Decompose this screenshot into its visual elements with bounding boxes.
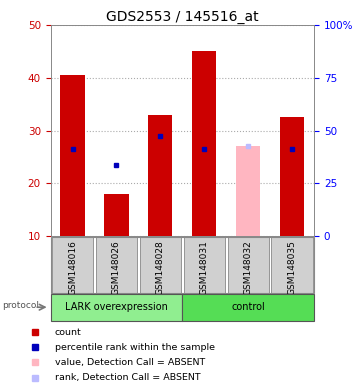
Bar bbox=[192, 51, 216, 236]
Text: protocol: protocol bbox=[3, 301, 39, 310]
Bar bbox=[280, 118, 304, 236]
Text: GSM148035: GSM148035 bbox=[288, 240, 297, 295]
Text: GSM148026: GSM148026 bbox=[112, 240, 121, 295]
Bar bbox=[182, 294, 314, 321]
Text: control: control bbox=[231, 302, 265, 312]
Bar bbox=[148, 115, 173, 236]
Text: percentile rank within the sample: percentile rank within the sample bbox=[55, 343, 215, 352]
Text: rank, Detection Call = ABSENT: rank, Detection Call = ABSENT bbox=[55, 373, 201, 382]
Bar bbox=[271, 237, 313, 293]
Bar bbox=[104, 194, 129, 236]
Bar bbox=[60, 75, 84, 236]
Bar bbox=[236, 146, 260, 236]
Text: GSM148031: GSM148031 bbox=[200, 240, 209, 295]
Title: GDS2553 / 145516_at: GDS2553 / 145516_at bbox=[106, 10, 258, 24]
Text: value, Detection Call = ABSENT: value, Detection Call = ABSENT bbox=[55, 358, 205, 367]
Text: GSM148016: GSM148016 bbox=[68, 240, 77, 295]
Text: GSM148028: GSM148028 bbox=[156, 240, 165, 295]
Bar bbox=[96, 237, 137, 293]
Text: LARK overexpression: LARK overexpression bbox=[65, 302, 168, 312]
Bar bbox=[51, 294, 182, 321]
Bar bbox=[227, 237, 269, 293]
Bar bbox=[184, 237, 225, 293]
Bar bbox=[140, 237, 181, 293]
Text: GSM148032: GSM148032 bbox=[244, 240, 253, 295]
Text: count: count bbox=[55, 328, 82, 336]
Bar bbox=[52, 237, 93, 293]
